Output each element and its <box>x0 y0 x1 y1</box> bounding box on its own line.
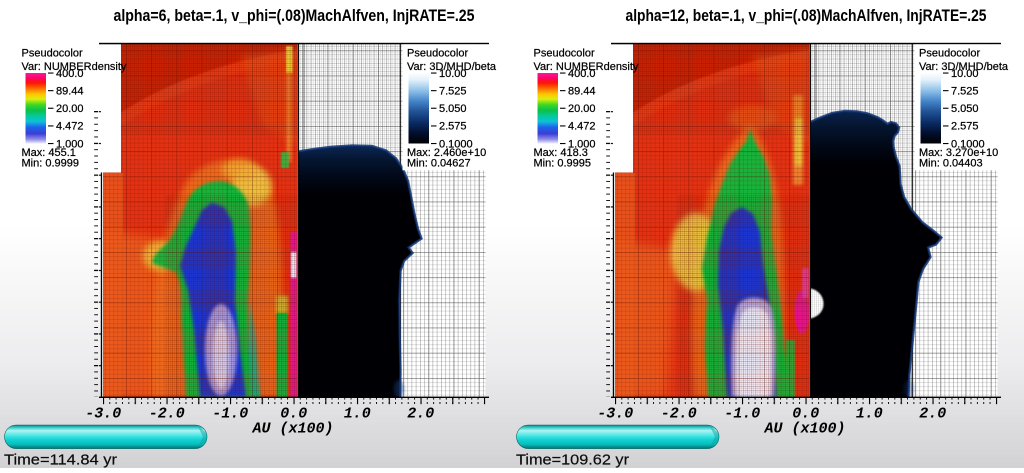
svg-text:7.525: 7.525 <box>951 85 979 97</box>
svg-text:1.000: 1.000 <box>56 138 84 150</box>
svg-text:5.050: 5.050 <box>951 103 979 115</box>
svg-text:AU (x100): AU (x100) <box>252 421 334 438</box>
svg-text:-1.0: -1.0 <box>724 406 760 423</box>
svg-text:Time=114.84 yr: Time=114.84 yr <box>4 453 117 469</box>
svg-text:89.44: 89.44 <box>56 85 84 97</box>
svg-text:Var: NUMBERdensity: Var: NUMBERdensity <box>534 61 639 73</box>
svg-text:1.0: 1.0 <box>344 406 371 423</box>
svg-text:20.00: 20.00 <box>568 103 596 115</box>
svg-text:Min: 0.04403: Min: 0.04403 <box>919 158 983 170</box>
svg-text:Min: 0.9999: Min: 0.9999 <box>22 158 79 170</box>
svg-text:2.0: 2.0 <box>407 406 434 423</box>
svg-text:0.1000: 0.1000 <box>951 138 985 150</box>
svg-text:Var: 3D/MHD/beta: Var: 3D/MHD/beta <box>407 61 497 73</box>
svg-text:Pseudocolor: Pseudocolor <box>534 48 595 60</box>
svg-text:alpha=12, beta=.1, v_phi=(.08: alpha=12, beta=.1, v_phi=(.08)MachAlfven… <box>626 7 987 25</box>
svg-text:10.00: 10.00 <box>439 68 467 80</box>
svg-text:AU (x100): AU (x100) <box>764 421 846 438</box>
svg-text:400.0: 400.0 <box>56 68 84 80</box>
svg-text:1.000: 1.000 <box>568 138 596 150</box>
svg-text:Min: 0.04627: Min: 0.04627 <box>407 158 471 170</box>
svg-text:4.472: 4.472 <box>56 121 84 133</box>
svg-text:-3.0: -3.0 <box>85 406 121 423</box>
svg-text:Max: 418.3: Max: 418.3 <box>534 147 588 159</box>
svg-text:1.0: 1.0 <box>856 406 883 423</box>
svg-text:Var: NUMBERdensity: Var: NUMBERdensity <box>22 61 127 73</box>
svg-text:Var: 3D/MHD/beta: Var: 3D/MHD/beta <box>919 61 1009 73</box>
svg-text:Pseudocolor: Pseudocolor <box>919 48 980 60</box>
svg-text:89.44: 89.44 <box>568 85 596 97</box>
svg-text:5.050: 5.050 <box>439 103 467 115</box>
svg-text:Max: 455.1: Max: 455.1 <box>22 147 76 159</box>
svg-text:Time=109.62 yr: Time=109.62 yr <box>516 453 629 469</box>
svg-text:Pseudocolor: Pseudocolor <box>22 48 83 60</box>
svg-text:2.575: 2.575 <box>951 121 979 133</box>
svg-text:10.00: 10.00 <box>951 68 979 80</box>
svg-text:-2.0: -2.0 <box>661 406 697 423</box>
svg-text:7.525: 7.525 <box>439 85 467 97</box>
svg-text:-1.0: -1.0 <box>212 406 248 423</box>
svg-text:0.1000: 0.1000 <box>439 138 473 150</box>
svg-text:0.0: 0.0 <box>280 406 307 423</box>
svg-text:-2.0: -2.0 <box>149 406 185 423</box>
svg-text:400.0: 400.0 <box>568 68 596 80</box>
svg-text:Pseudocolor: Pseudocolor <box>407 48 468 60</box>
svg-text:-3.0: -3.0 <box>597 406 633 423</box>
svg-text:2.575: 2.575 <box>439 121 467 133</box>
svg-text:2.0: 2.0 <box>919 406 946 423</box>
svg-text:Max: 2.460e+10: Max: 2.460e+10 <box>407 147 486 159</box>
svg-text:Max: 3.270e+10: Max: 3.270e+10 <box>919 147 998 159</box>
svg-text:Min: 0.9995: Min: 0.9995 <box>534 158 591 170</box>
svg-text:0.0: 0.0 <box>792 406 819 423</box>
svg-text:20.00: 20.00 <box>56 103 84 115</box>
svg-text:4.472: 4.472 <box>568 121 596 133</box>
svg-text:alpha=6, beta=.1, v_phi=(.08): alpha=6, beta=.1, v_phi=(.08)MachAlfven,… <box>114 7 475 25</box>
